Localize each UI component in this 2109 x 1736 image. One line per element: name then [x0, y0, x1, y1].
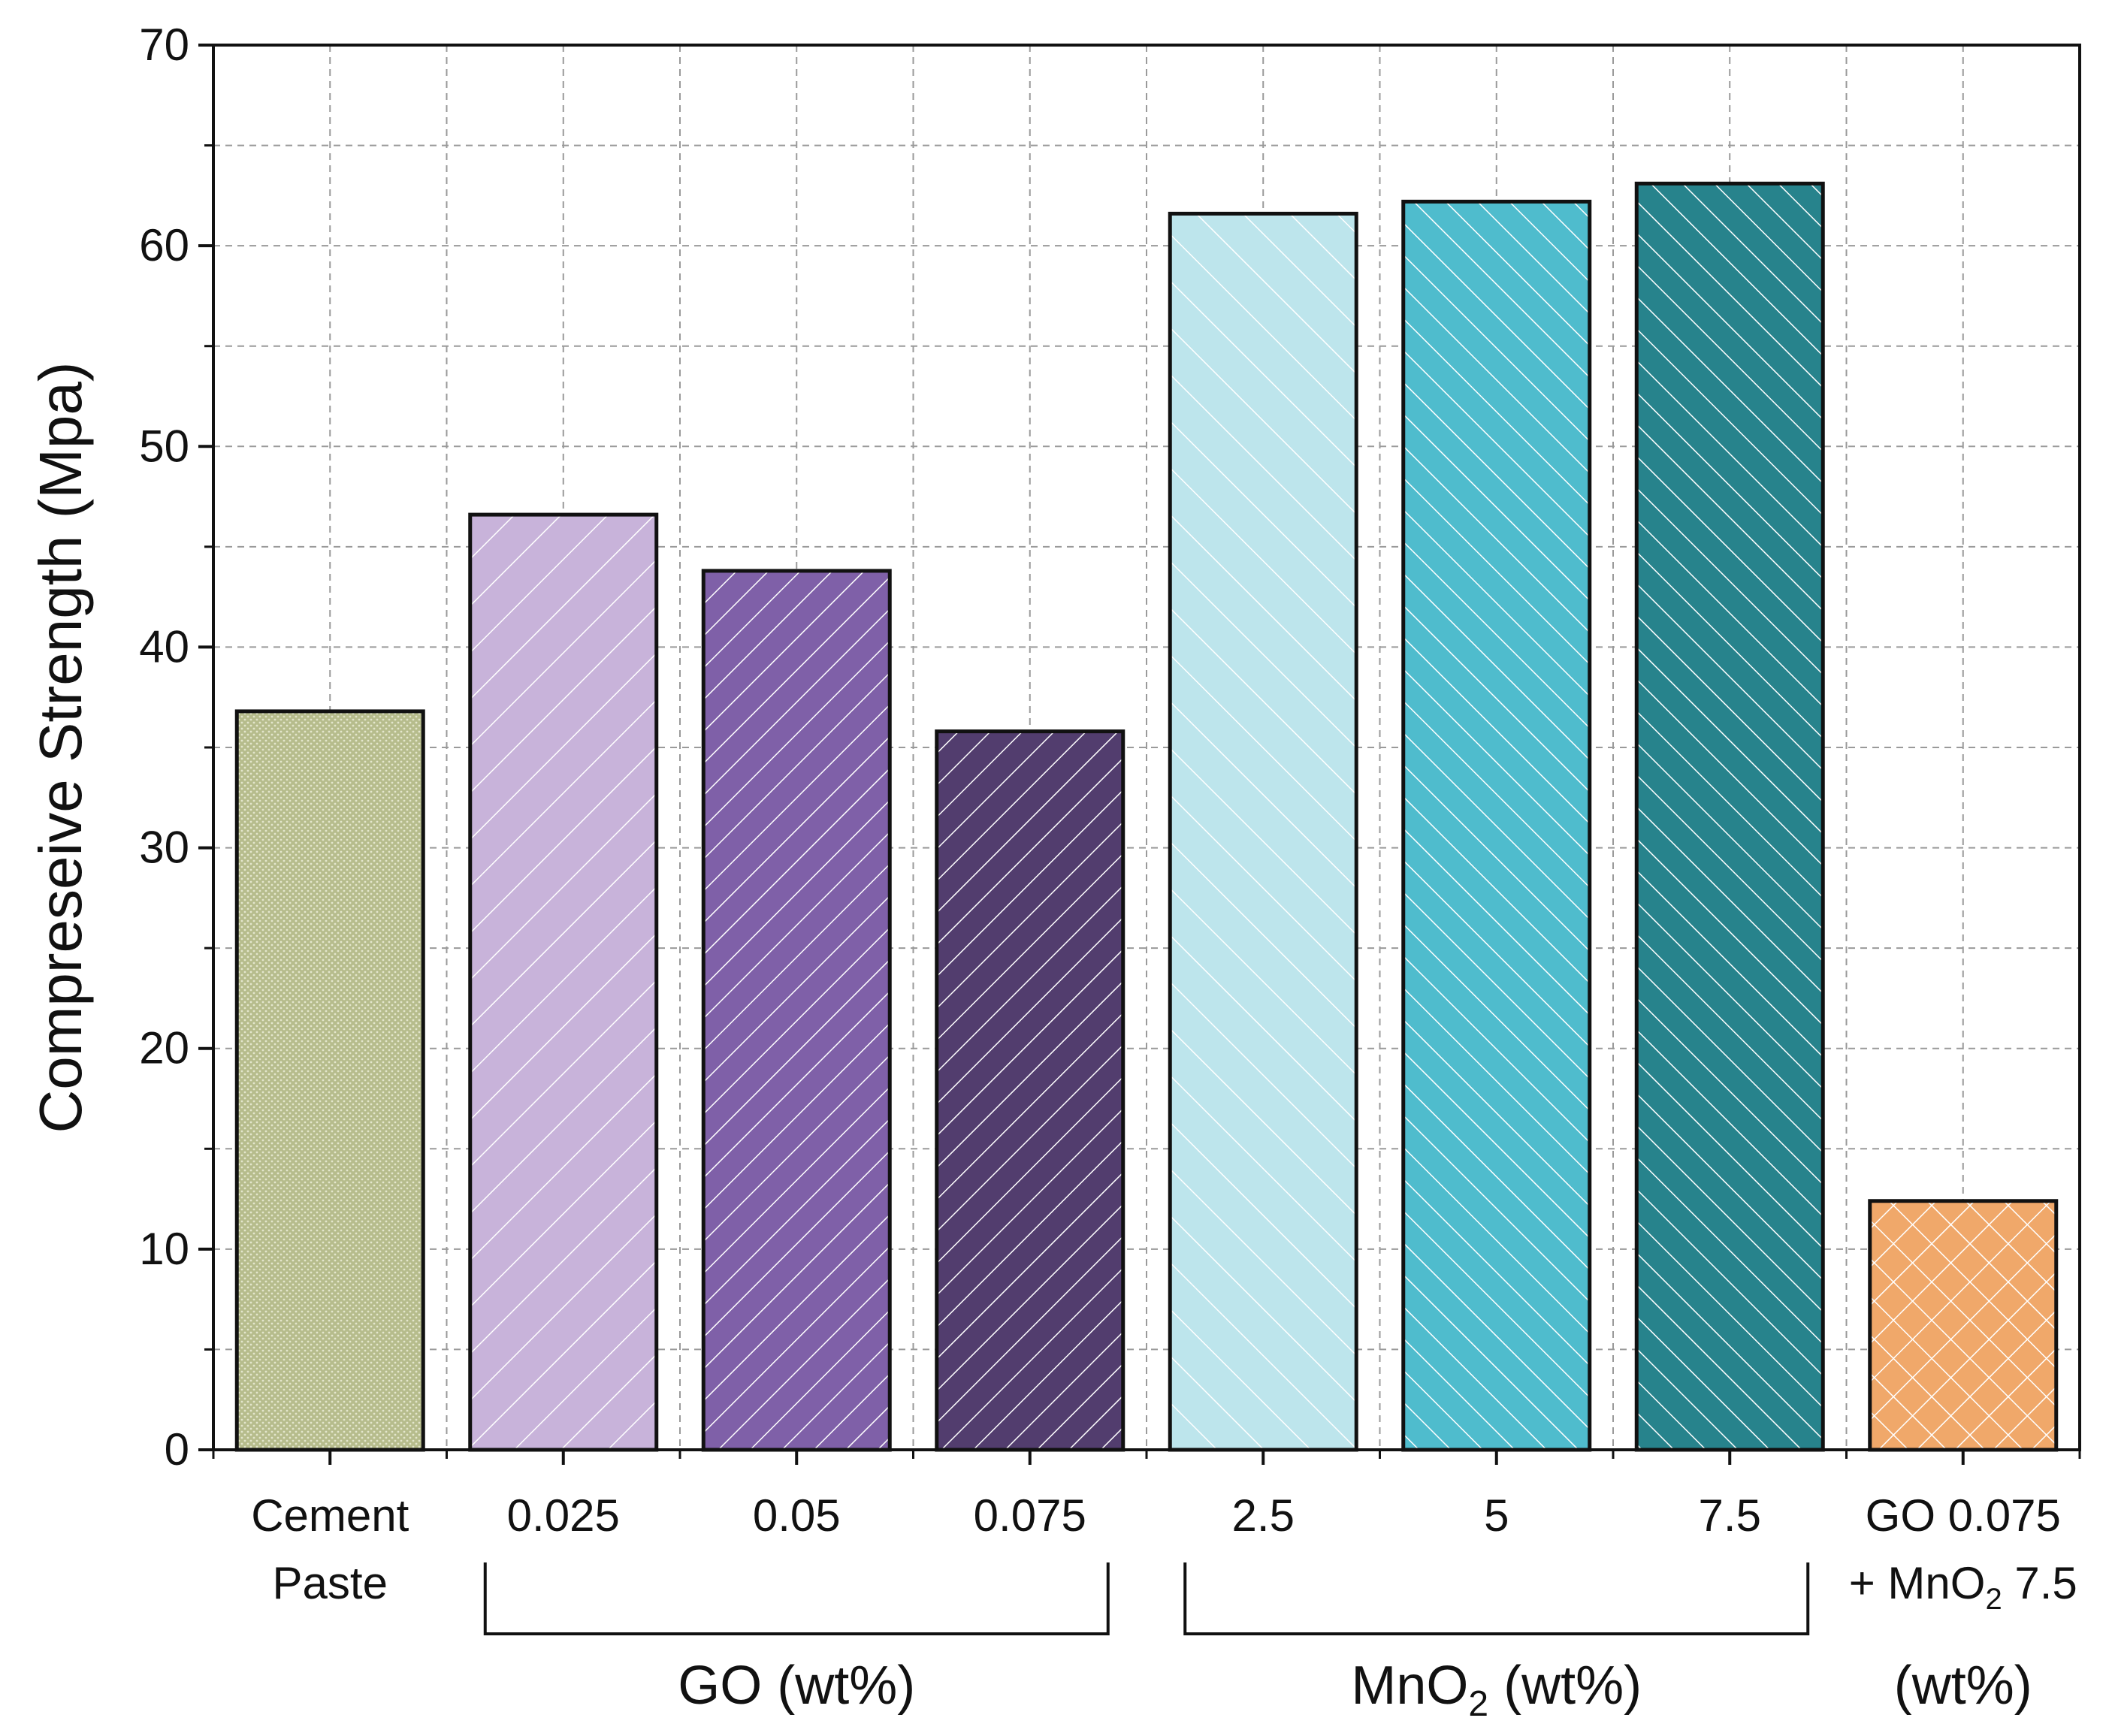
- y-tick-label: 10: [139, 1224, 189, 1274]
- y-axis-title: Compreseive Strength (Mpa): [27, 361, 94, 1133]
- bar: [1401, 199, 1592, 1452]
- bar: [1868, 1199, 2059, 1452]
- x-tick-label-line2: + MnO2 7.5: [1849, 1558, 2077, 1616]
- x-tick-label: GO 0.075: [1866, 1490, 2061, 1541]
- x-tick-label: Cement: [251, 1490, 409, 1541]
- bar: [701, 569, 892, 1452]
- label-subscript: 2: [1985, 1583, 2002, 1616]
- y-tick-label: 60: [139, 220, 189, 270]
- label-part: 7.5: [2002, 1558, 2077, 1608]
- x-tick-label: 5: [1484, 1490, 1509, 1541]
- bars: [234, 181, 2059, 1452]
- y-tick-label: 50: [139, 421, 189, 471]
- last-group-label: (wt%): [1894, 1656, 2032, 1716]
- y-tick-label: 70: [139, 20, 189, 70]
- y-tick-label: 30: [139, 823, 189, 873]
- bar: [234, 709, 425, 1452]
- axes: [198, 44, 2081, 1635]
- group-bracket: [1183, 1562, 1810, 1635]
- group-label: GO (wt%): [678, 1656, 915, 1716]
- label-subscript: 2: [1468, 1684, 1488, 1724]
- x-tick-label: 0.075: [974, 1490, 1086, 1541]
- bar: [1634, 181, 1825, 1452]
- x-tick-label: 2.5: [1232, 1490, 1295, 1541]
- labels: 0 10 20 30 40 50 60 70 Cement Paste 0.025 0.05 0.075…: [27, 20, 2077, 1724]
- y-tick-label: 20: [139, 1023, 189, 1073]
- x-tick-label-line2: Paste: [273, 1558, 388, 1608]
- x-tick-label: 0.05: [753, 1490, 841, 1541]
- label-part: + MnO: [1849, 1558, 1986, 1608]
- bar: [935, 729, 1126, 1452]
- group-bracket: [483, 1562, 1110, 1635]
- bar: [468, 512, 659, 1452]
- label-part: (wt%): [1488, 1656, 1642, 1716]
- label-part: MnO: [1351, 1656, 1468, 1716]
- x-tick-label: 7.5: [1699, 1490, 1761, 1541]
- y-tick-label: 0: [165, 1424, 189, 1475]
- y-tick-label: 40: [139, 621, 189, 672]
- bar: [1168, 211, 1358, 1452]
- x-tick-label: 0.025: [507, 1490, 620, 1541]
- group-label: MnO2 (wt%): [1351, 1656, 1642, 1724]
